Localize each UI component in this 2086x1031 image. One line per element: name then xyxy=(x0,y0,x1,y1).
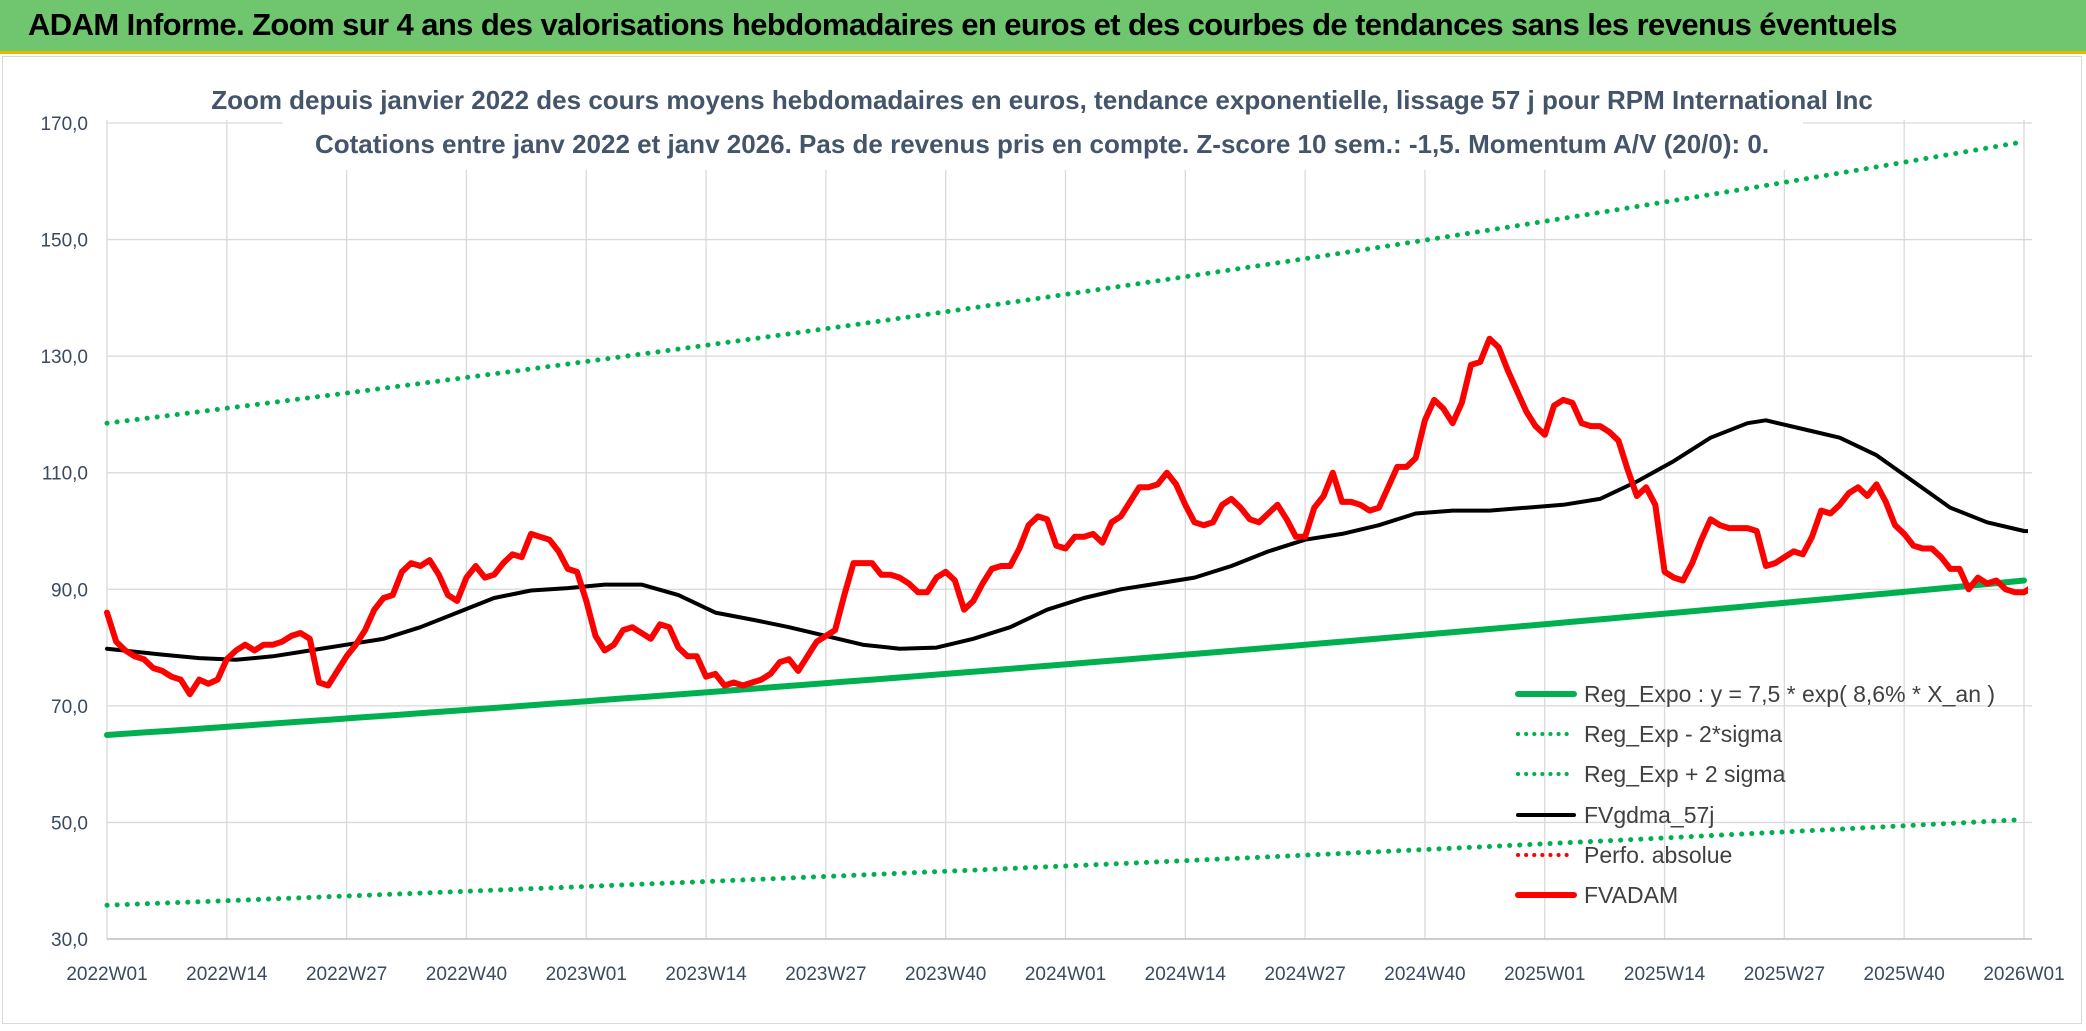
x-tick-label: 2024W01 xyxy=(1025,964,1106,985)
y-tick-label: 110,0 xyxy=(42,464,88,485)
chart-subtitle: Cotations entre janv 2022 et janv 2026. … xyxy=(315,129,1769,159)
report-title: ADAM Informe. Zoom sur 4 ans des valoris… xyxy=(28,7,1898,42)
series-line-fvadam xyxy=(104,335,2028,698)
legend-label: FVgdma_57j xyxy=(1584,802,1714,828)
x-tick-label: 2023W27 xyxy=(785,964,866,985)
chart-series xyxy=(104,139,2028,908)
x-tick-label: 2026W01 xyxy=(1983,964,2064,985)
x-tick-label: 2025W40 xyxy=(1864,964,1945,985)
legend-label: Reg_Exp - 2*sigma xyxy=(1584,721,1782,747)
x-tick-label: 2023W01 xyxy=(546,964,627,985)
chart-title: Zoom depuis janvier 2022 des cours moyen… xyxy=(211,85,1873,115)
x-tick-label: 2022W27 xyxy=(306,964,387,985)
series-line-fvgdma-57j xyxy=(105,418,2028,662)
y-tick-label: 130,0 xyxy=(40,347,88,368)
x-tick-label: 2022W14 xyxy=(186,964,268,985)
legend-label: Reg_Exp + 2 sigma xyxy=(1584,761,1786,787)
series-line-reg-expo-y-7-5-exp-8-6-x-an xyxy=(104,577,2027,738)
legend-label: FVADAM xyxy=(1584,882,1678,908)
chart-grid xyxy=(106,120,2032,940)
x-tick-label: 2022W01 xyxy=(66,964,147,985)
y-tick-label: 170,0 xyxy=(40,114,88,135)
x-tick-label: 2025W14 xyxy=(1624,964,1706,985)
x-tick-label: 2024W14 xyxy=(1145,964,1227,985)
y-tick-label: 30,0 xyxy=(51,930,88,951)
y-tick-label: 50,0 xyxy=(51,813,88,834)
x-tick-label: 2023W40 xyxy=(905,964,986,985)
title-background xyxy=(283,78,1803,170)
legend-label: Perfo. absolue xyxy=(1584,842,1732,868)
y-tick-label: 70,0 xyxy=(51,697,88,718)
x-tick-label: 2023W14 xyxy=(665,964,747,985)
y-tick-label: 90,0 xyxy=(51,580,88,601)
series-line-reg-exp-2-sigma xyxy=(104,139,2027,426)
y-tick-label: 150,0 xyxy=(40,231,88,252)
legend-label: Reg_Expo : y = 7,5 * exp( 8,6% * X_an ) xyxy=(1584,681,1995,707)
chart-frame xyxy=(2,56,2082,1024)
x-tick-label: 2025W27 xyxy=(1744,964,1825,985)
x-tick-label: 2024W40 xyxy=(1384,964,1465,985)
report-banner: ADAM Informe. Zoom sur 4 ans des valoris… xyxy=(0,0,2086,54)
x-tick-label: 2024W27 xyxy=(1264,964,1345,985)
y-axis-ticks: 30,0 50,0 70,0 90,0 110,0 130,0 150,0 170,0 xyxy=(40,114,88,951)
x-tick-label: 2025W01 xyxy=(1504,964,1585,985)
series-line-reg-exp-2-sigma xyxy=(104,817,2027,908)
x-tick-label: 2022W40 xyxy=(426,964,507,985)
x-axis-ticks: 2022W01 2022W14 2022W27 2022W40 2023W01 2023W… xyxy=(66,964,2064,985)
chart-legend: Reg_Expo : y = 7,5 * exp( 8,6% * X_an ) R… xyxy=(1515,681,1995,908)
